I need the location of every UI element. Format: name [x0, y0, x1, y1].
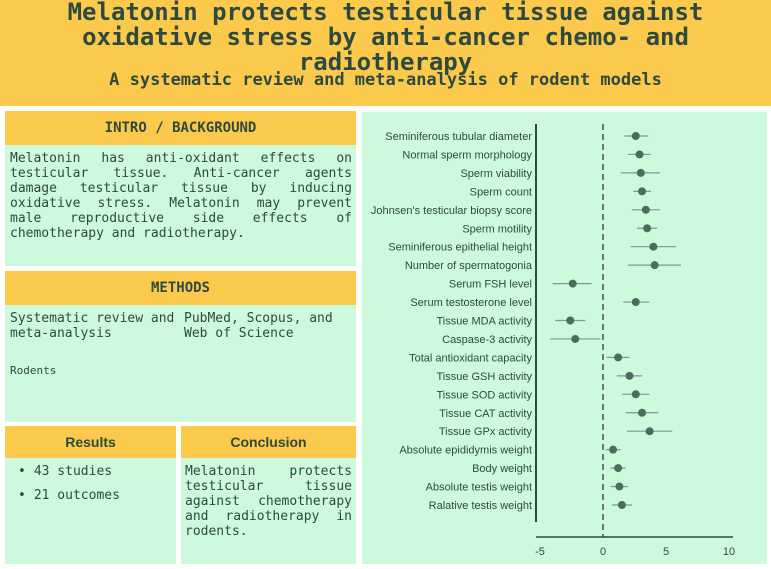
point-estimate	[614, 464, 623, 473]
point-estimate	[609, 445, 618, 454]
outcome-label: Tissue GPx activity	[439, 426, 533, 438]
intro-text: Melatonin has anti-oxidant effects on te…	[10, 151, 352, 241]
header-banner: Melatonin protects testicular tissue aga…	[0, 0, 771, 106]
x-tick-label: 10	[723, 546, 735, 558]
point-estimate	[641, 205, 650, 214]
intro-panel: INTRO / BACKGROUND Melatonin has anti-ox…	[5, 111, 356, 266]
outcome-label: Ralative testis weight	[429, 500, 532, 512]
results-heading: Results	[5, 426, 176, 458]
results-list: 43 studies 21 outcomes	[18, 464, 120, 512]
outcome-label: Absolute epididymis weight	[399, 445, 532, 457]
point-estimate	[638, 408, 647, 417]
outcome-label: Normal sperm morphology	[402, 149, 532, 161]
outcome-label: Caspase-3 activity	[442, 334, 532, 346]
outcome-label: Serum FSH level	[449, 279, 532, 291]
methods-population: Rodents	[10, 364, 57, 377]
conclusion-panel: Conclusion Melatonin protects testicular…	[181, 426, 356, 564]
forest-plot-panel: -5 0 5 10 Seminiferous tubular diameter Norma…	[362, 112, 767, 564]
outcome-label: Seminiferous epithelial height	[388, 242, 532, 254]
outcome-label: Number of spermatogonia	[405, 260, 533, 272]
outcome-label: Total antioxidant capacity	[409, 352, 532, 364]
methods-databases: PubMed, Scopus, and Web of Science	[184, 311, 333, 341]
results-item: 43 studies	[18, 464, 120, 479]
point-estimate	[625, 371, 634, 380]
point-estimate	[571, 334, 580, 343]
point-estimate	[631, 298, 640, 307]
point-estimate	[643, 224, 652, 233]
outcome-label: Absolute testis weight	[426, 482, 532, 494]
point-estimate	[650, 261, 659, 270]
outcome-label: Body weight	[472, 463, 532, 475]
point-estimate	[617, 501, 626, 509]
forest-plot: -5 0 5 10 Seminiferous tubular diameter Norma…	[371, 124, 735, 558]
point-estimate	[645, 427, 654, 436]
methods-heading: METHODS	[5, 271, 356, 305]
point-estimate	[568, 279, 577, 288]
results-item: 21 outcomes	[18, 488, 120, 503]
methods-panel: METHODS Systematic review and meta-analy…	[5, 271, 356, 422]
outcome-label: Tissue MDA activity	[436, 316, 532, 328]
point-estimate	[631, 390, 640, 399]
x-tick-label: 5	[663, 546, 669, 558]
outcome-label: Seminiferous tubular diameter	[385, 131, 532, 143]
point-estimate	[566, 316, 575, 325]
outcome-label: Tissue CAT activity	[439, 408, 532, 420]
point-estimate	[631, 132, 640, 140]
outcome-label: Sperm motility	[462, 223, 532, 235]
point-estimate	[614, 353, 623, 362]
methods-design: Systematic review and meta-analysis	[10, 311, 175, 341]
point-estimate	[635, 150, 644, 159]
point-estimate	[615, 482, 624, 491]
outcome-label: Sperm count	[470, 186, 532, 198]
results-panel: Results 43 studies 21 outcomes	[5, 426, 176, 564]
outcome-label: Sperm viability	[460, 168, 532, 180]
point-estimate	[636, 168, 645, 177]
outcome-label: Johnsen's testicular biopsy score	[371, 205, 532, 217]
conclusion-heading: Conclusion	[181, 426, 356, 458]
point-estimate	[638, 187, 647, 196]
poster-subtitle: A systematic review and meta-analysis of…	[109, 70, 662, 90]
x-tick-label: -5	[535, 546, 545, 558]
outcome-label: Tissue GSH activity	[436, 371, 532, 383]
intro-heading: INTRO / BACKGROUND	[5, 111, 356, 145]
outcome-label: Tissue SOD activity	[436, 389, 532, 401]
point-estimate	[649, 242, 658, 251]
conclusion-text: Melatonin protects testicular tissue aga…	[185, 464, 352, 539]
poster-title: Melatonin protects testicular tissue aga…	[67, 0, 704, 76]
outcome-label: Serum testosterone level	[410, 297, 532, 309]
x-tick-label: 0	[600, 546, 606, 558]
